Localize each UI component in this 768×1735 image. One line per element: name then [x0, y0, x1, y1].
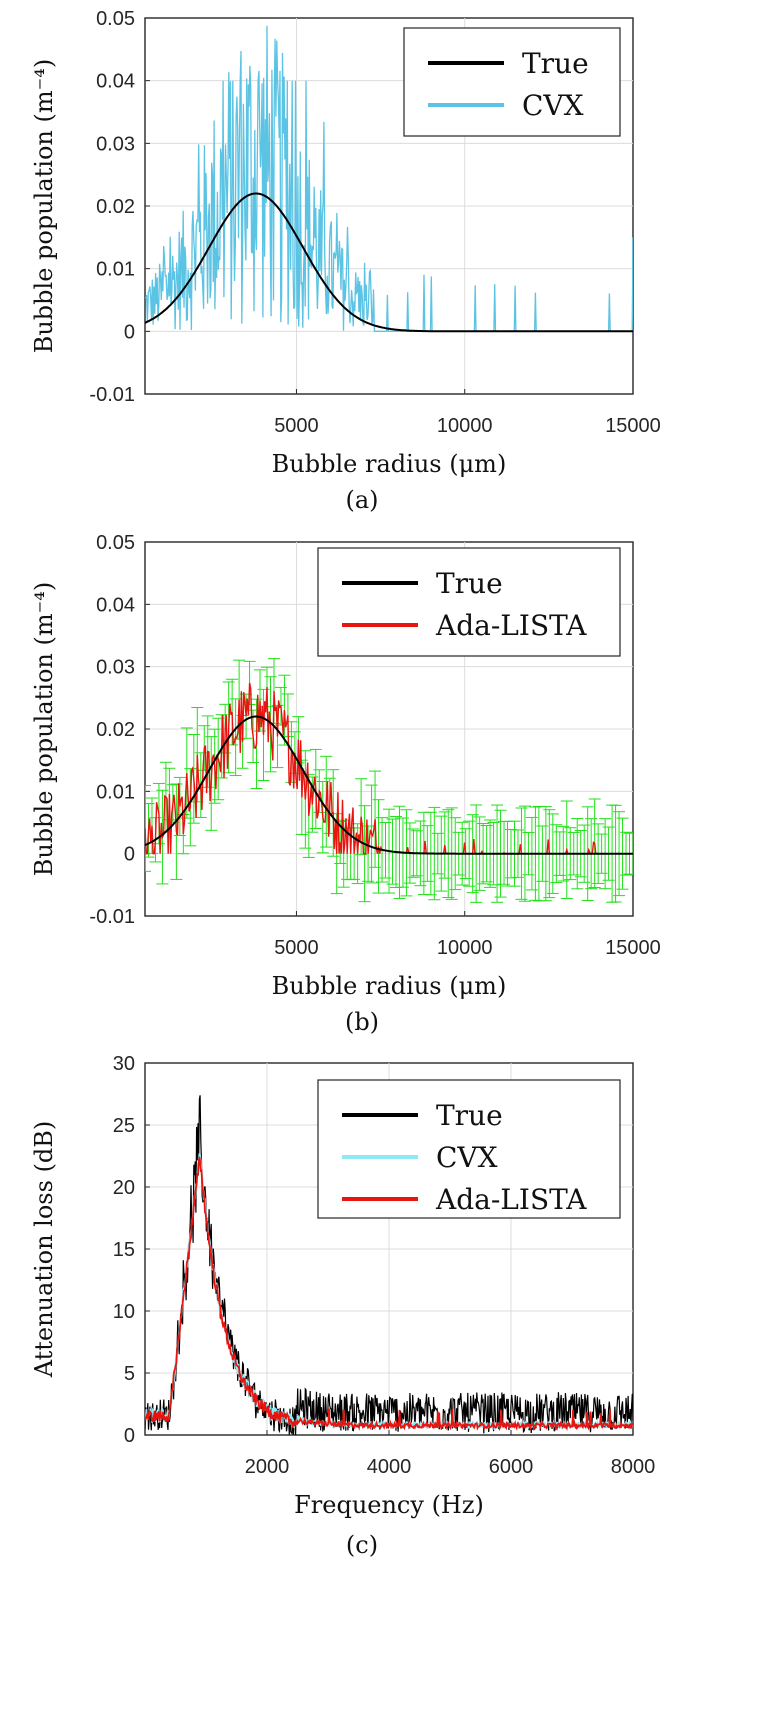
- y-tick-label: 0.05: [96, 532, 135, 554]
- y-tick-label: -0.01: [89, 906, 135, 928]
- legend-label: True: [522, 47, 589, 80]
- legend-box: [403, 27, 621, 137]
- y-tick-label: 0: [124, 844, 135, 866]
- x-tick-label: 5000: [274, 937, 319, 959]
- x-axis-label: Frequency (Hz): [294, 1491, 484, 1519]
- y-tick-label: 0.02: [96, 719, 135, 741]
- legend-label: True: [436, 1099, 503, 1132]
- y-tick-label: 0: [124, 321, 135, 343]
- y-tick-label: 30: [113, 1053, 135, 1075]
- data-layer: [145, 1095, 633, 1435]
- x-tick-label: 6000: [489, 1456, 534, 1478]
- x-tick-label: 2000: [245, 1456, 290, 1478]
- x-tick-label: 15000: [605, 937, 661, 959]
- y-tick-label: 0.01: [96, 259, 135, 281]
- panel-b-chart: -0.01 0 0.01 0.02 0.03 0.04 0.05 5000 10000 15000…: [30, 532, 661, 1036]
- y-tick-label: 0.03: [96, 133, 135, 155]
- panel-caption: (b): [345, 1008, 379, 1036]
- legend-box: [317, 547, 621, 657]
- y-tick-label: 0: [124, 1425, 135, 1447]
- legend: True Ada-LISTA: [317, 547, 621, 657]
- y-tick-label: 20: [113, 1177, 135, 1199]
- y-tick-label: 0.04: [96, 594, 135, 616]
- data-layer: [145, 25, 633, 333]
- x-tick-label: 10000: [437, 937, 493, 959]
- series-ada-lista-line: [145, 1156, 633, 1432]
- x-axis-label: Bubble radius (μm): [272, 972, 507, 1000]
- y-tick-label: 10: [113, 1301, 135, 1323]
- legend-label: CVX: [436, 1141, 498, 1174]
- legend-label: CVX: [522, 89, 584, 122]
- y-tick-label: 0.02: [96, 196, 135, 218]
- x-tick-label: 15000: [605, 415, 661, 437]
- panel-a-chart: -0.01 0 0.01 0.02 0.03 0.04 0.05 5000 10000 15000…: [30, 8, 661, 514]
- x-tick-label: 8000: [611, 1456, 656, 1478]
- y-tick-label: 25: [113, 1115, 135, 1137]
- x-tick-label: 4000: [367, 1456, 412, 1478]
- panel-caption: (a): [345, 486, 378, 514]
- legend-box: [317, 1079, 621, 1219]
- panel-c-chart: 0 5 10 15 20 25 30 2000 4000 6000 8000 True CVX Ada-L…: [30, 1053, 655, 1559]
- y-tick-label: 0.03: [96, 657, 135, 679]
- y-tick-label: 0.01: [96, 781, 135, 803]
- x-axis-label: Bubble radius (μm): [272, 450, 507, 478]
- legend-label: Ada-LISTA: [435, 609, 587, 642]
- legend-label: True: [436, 567, 503, 600]
- legend-label: Ada-LISTA: [435, 1183, 587, 1216]
- y-tick-label: 15: [113, 1239, 135, 1261]
- series-true-line: [145, 192, 633, 333]
- y-tick-label: 5: [124, 1363, 135, 1385]
- panel-caption: (c): [346, 1531, 378, 1559]
- x-tick-label: 10000: [437, 415, 493, 437]
- x-tick-label: 5000: [274, 415, 319, 437]
- y-axis-label: Attenuation loss (dB): [30, 1121, 58, 1379]
- legend: True CVX: [403, 27, 621, 137]
- data-layer: [145, 658, 633, 903]
- y-axis-label: Bubble population (m⁻⁴): [30, 59, 58, 354]
- legend: True CVX Ada-LISTA: [317, 1079, 621, 1219]
- series-true-line: [145, 715, 633, 855]
- y-axis-label: Bubble population (m⁻⁴): [30, 582, 58, 877]
- y-tick-label: -0.01: [89, 384, 135, 406]
- y-tick-label: 0.05: [96, 8, 135, 30]
- y-tick-label: 0.04: [96, 71, 135, 93]
